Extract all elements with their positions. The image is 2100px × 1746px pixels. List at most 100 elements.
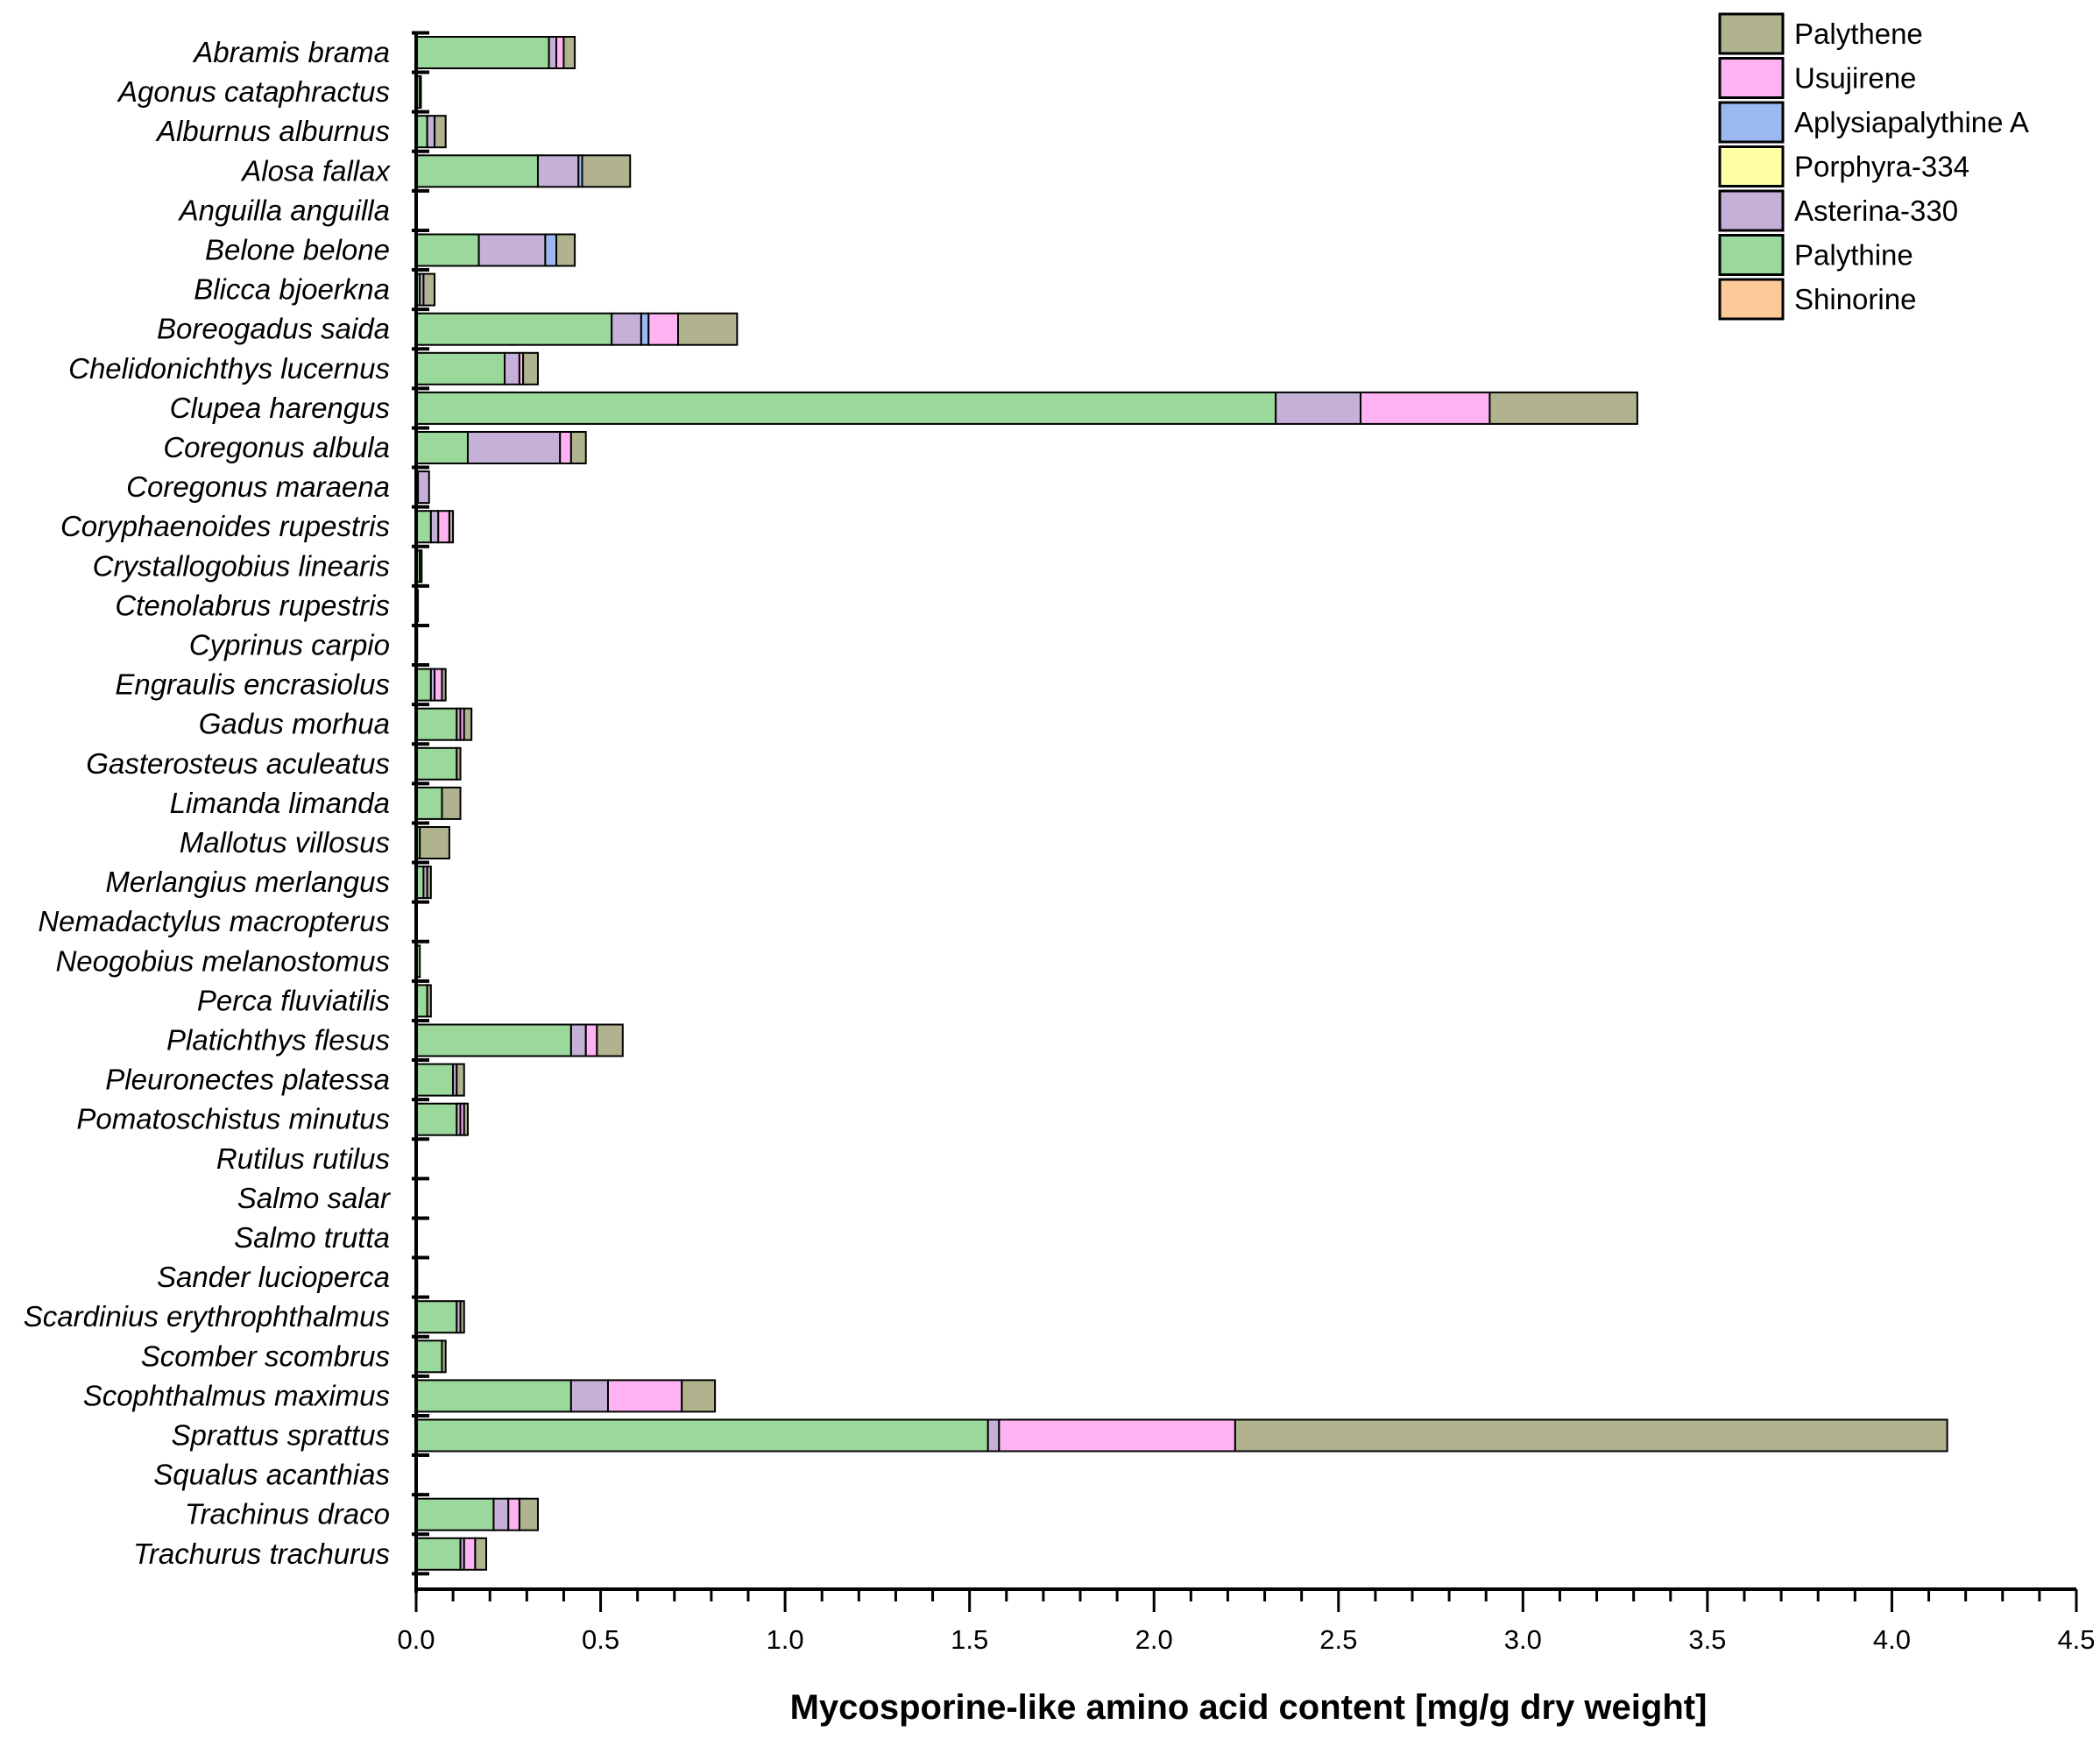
bar-alosa-fallax-asterina-330 (536, 154, 580, 188)
bar-belone-belone-palythine (415, 233, 480, 267)
bar-coregonus-albula-palythene (569, 431, 587, 464)
bar-gadus-morhua-palythine (415, 707, 458, 741)
legend-label-usujirene: Usujirene (1794, 62, 1916, 95)
bar-blicca-bjoerkna-palythene (422, 272, 436, 307)
category-label-belone-belone: Belone belone (205, 234, 390, 266)
x-tick-label: 4.5 (2057, 1624, 2095, 1655)
bar-belone-belone-palythene (555, 233, 576, 267)
bar-trachurus-trachurus-palythine (415, 1537, 462, 1571)
bar-pleuronectes-platessa-palythene (456, 1063, 465, 1097)
bar-platichthys-flesus-usujirene (584, 1023, 598, 1057)
bar-coregonus-maraena-asterina-330 (417, 470, 430, 505)
category-label-trachinus-draco: Trachinus draco (185, 1498, 390, 1530)
category-labels: Abramis brama Agonus cataphractus Alburnus… (24, 36, 392, 1570)
x-ticks: 0.0 0.5 1.0 1.5 2.0 2.5 3.0 3.5 4.0 4.5 (397, 1589, 2096, 1655)
bar-pleuronectes-platessa-palythine (415, 1063, 455, 1097)
bar-clupea-harengus-palythene (1488, 391, 1638, 425)
legend-swatch-palythine (1718, 234, 1785, 276)
legend-swatch-aplysiapalythine-a (1718, 101, 1785, 144)
bar-platichthys-flesus-asterina-330 (569, 1023, 587, 1057)
bar-boreogadus-saida-usujirene (647, 312, 679, 346)
legend-label-porphyra-334: Porphyra-334 (1794, 151, 1969, 183)
bar-alburnus-alburnus-asterina-330 (426, 115, 436, 149)
bar-scophthalmus-maximus-palythine (415, 1379, 572, 1413)
x-tick-label: 2.5 (1319, 1624, 1357, 1655)
bar-abramis-brama-palythine (415, 36, 550, 69)
category-label-trachurus-trachurus: Trachurus trachurus (133, 1537, 390, 1570)
bar-perca-fluviatilis-palythene (426, 984, 432, 1018)
category-label-scardinius-erythrophthalmus: Scardinius erythrophthalmus (24, 1300, 390, 1332)
bar-alburnus-alburnus-palythene (434, 115, 447, 149)
category-label-gasterosteus-aculeatus: Gasterosteus aculeatus (86, 747, 390, 780)
category-label-coryphaenoides-rupestris: Coryphaenoides rupestris (60, 510, 390, 542)
legend-label-shinorine: Shinorine (1794, 283, 1916, 315)
bar-crystallogobius-linearis-palythene (419, 549, 423, 583)
bar-scardinius-erythrophthalmus-palythene (459, 1300, 465, 1334)
bar-abramis-brama-usujirene (555, 36, 565, 69)
bar-boreogadus-saida-palythine (415, 312, 613, 346)
category-label-ctenolabrus-rupestris: Ctenolabrus rupestris (115, 589, 390, 621)
bar-trachinus-draco-palythene (518, 1497, 539, 1531)
bar-trachinus-draco-palythine (415, 1497, 495, 1531)
bar-boreogadus-saida-palythene (676, 312, 739, 346)
category-label-pleuronectes-platessa: Pleuronectes platessa (105, 1064, 390, 1096)
legend-swatch-usujirene (1718, 57, 1785, 99)
bar-sprattus-sprattus-usujirene (998, 1418, 1236, 1453)
x-tick-label: 0.0 (397, 1624, 435, 1655)
bar-scophthalmus-maximus-usujirene (606, 1379, 683, 1413)
bar-boreogadus-saida-aplysiapalythine-a (640, 312, 650, 346)
category-label-salmo-trutta: Salmo trutta (234, 1221, 390, 1254)
bar-abramis-brama-asterina-330 (548, 36, 558, 69)
bar-platichthys-flesus-palythine (415, 1023, 572, 1057)
category-label-scomber-scombrus: Scomber scombrus (141, 1340, 390, 1372)
category-label-anguilla-anguilla: Anguilla anguilla (178, 194, 390, 226)
bar-trachurus-trachurus-palythene (474, 1537, 488, 1571)
bar-coregonus-albula-asterina-330 (466, 431, 562, 464)
bar-pomatoschistus-minutus-palythene (463, 1102, 469, 1136)
category-label-pomatoschistus-minutus: Pomatoschistus minutus (76, 1103, 390, 1135)
bar-sprattus-sprattus-asterina-330 (986, 1418, 1001, 1453)
category-label-sander-lucioperca: Sander lucioperca (157, 1261, 390, 1293)
x-tick-label: 0.5 (582, 1624, 619, 1655)
category-label-rutilus-rutilus: Rutilus rutilus (216, 1142, 390, 1175)
legend-label-palythene: Palythene (1794, 18, 1923, 50)
category-label-gadus-morhua: Gadus morhua (199, 708, 390, 740)
legend-swatch-asterina-330 (1718, 189, 1785, 232)
bar-scardinius-erythrophthalmus-palythine (415, 1300, 458, 1334)
legend: Palythene Usujirene Aplysiapalythine A Porp… (1718, 12, 2029, 321)
x-tick-label: 1.0 (767, 1624, 804, 1655)
bar-pomatoschistus-minutus-palythine (415, 1102, 458, 1136)
bar-sprattus-sprattus-palythene (1234, 1418, 1948, 1453)
x-tick-label: 1.5 (951, 1624, 988, 1655)
legend-label-palythine: Palythine (1794, 239, 1913, 272)
category-label-clupea-harengus: Clupea harengus (170, 392, 390, 424)
bar-scophthalmus-maximus-asterina-330 (569, 1379, 609, 1413)
category-label-sprattus-sprattus: Sprattus sprattus (172, 1419, 390, 1452)
x-tick-label: 2.0 (1135, 1624, 1173, 1655)
x-axis-label: Mycosporine-like amino acid content [mg/… (790, 1688, 1708, 1727)
bar-engraulis-encrasiolus-palythene (441, 668, 447, 702)
category-label-neogobius-melanostomus: Neogobius melanostomus (55, 944, 390, 977)
bar-scomber-scombrus-palythine (415, 1340, 443, 1374)
bar-alosa-fallax-palythine (415, 154, 539, 188)
bar-coryphaenoides-rupestris-usujirene (437, 510, 450, 544)
bar-belone-belone-aplysiapalythine-a (544, 233, 558, 267)
bar-limanda-limanda-palythene (441, 786, 462, 820)
bar-abramis-brama-palythene (562, 36, 576, 69)
legend-swatch-palythene (1718, 12, 1785, 55)
bar-coryphaenoides-rupestris-asterina-330 (429, 510, 440, 544)
bar-trachinus-draco-usujirene (507, 1497, 520, 1531)
bar-clupea-harengus-palythine (415, 391, 1277, 425)
bar-engraulis-encrasiolus-usujirene (434, 668, 443, 702)
category-label-engraulis-encrasiolus: Engraulis encrasiolus (115, 668, 390, 701)
category-label-chelidonichthys-lucernus: Chelidonichthys lucernus (68, 352, 390, 385)
bar-chelidonichthys-lucernus-asterina-330 (504, 351, 520, 385)
bar-gasterosteus-aculeatus-palythene (456, 746, 462, 781)
legend-swatch-shinorine (1718, 278, 1785, 321)
bar-boreogadus-saida-asterina-330 (611, 312, 642, 346)
legend-label-asterina-330: Asterina-330 (1794, 194, 1958, 227)
category-label-platichthys-flesus: Platichthys flesus (166, 1024, 390, 1057)
category-label-limanda-limanda: Limanda limanda (170, 787, 390, 819)
bar-sprattus-sprattus-palythine (415, 1418, 989, 1453)
